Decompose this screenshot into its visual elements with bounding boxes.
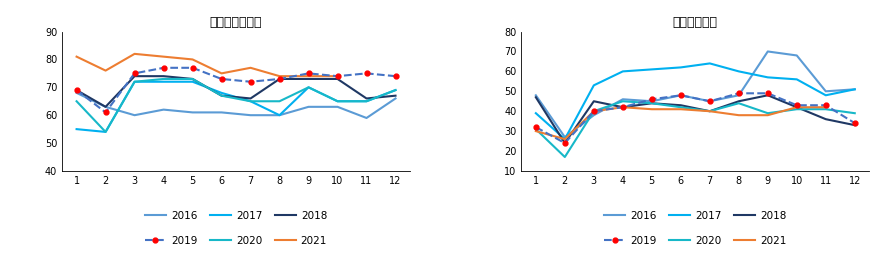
Legend: 2019, 2020, 2021: 2019, 2020, 2021 — [141, 232, 330, 250]
Legend: 2019, 2020, 2021: 2019, 2020, 2021 — [600, 232, 789, 250]
Title: 铝板带箔开工率: 铝板带箔开工率 — [210, 16, 262, 29]
Title: 铝线缆开工率: 铝线缆开工率 — [672, 16, 717, 29]
